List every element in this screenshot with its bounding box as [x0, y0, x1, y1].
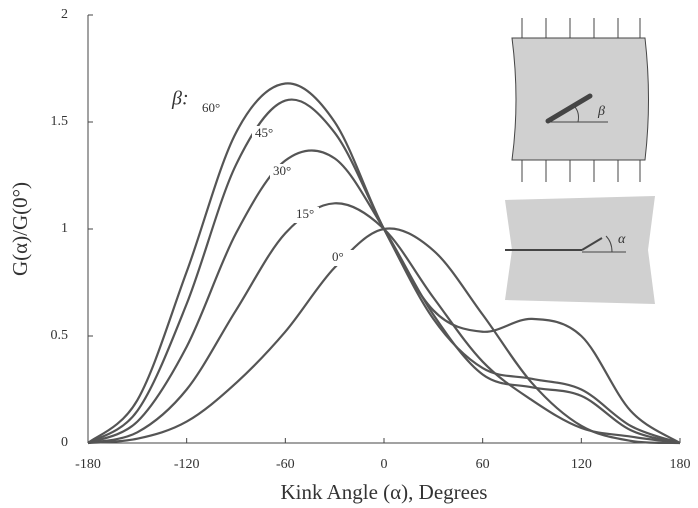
label-backing	[252, 126, 278, 142]
x-tick-label: -60	[276, 457, 295, 472]
label-backing	[270, 164, 296, 180]
inset-alpha: α	[618, 232, 626, 247]
y-tick-label: 1	[61, 221, 68, 236]
curve	[87, 149, 681, 445]
inset-kinked-crack	[505, 196, 655, 304]
curve-label: 45°	[255, 125, 273, 140]
beta-label: β:	[171, 88, 189, 110]
y-axis-title: G(α)/G(0°)	[8, 182, 32, 276]
curve-label: 0°	[332, 249, 344, 264]
curve-label: 15°	[296, 206, 314, 221]
x-tick-label: -180	[75, 457, 101, 472]
x-tick-label: -120	[174, 457, 200, 472]
inset-beta: β	[597, 104, 605, 119]
y-tick-label: 1.5	[51, 114, 69, 129]
x-tick-label: 120	[571, 457, 592, 472]
inset-tension-plate	[511, 18, 649, 182]
y-tick-label: 2	[61, 7, 68, 22]
x-tick-label: 60	[476, 457, 490, 472]
label-backing	[199, 101, 225, 117]
y-tick-label: 0.5	[51, 328, 69, 343]
curve	[87, 82, 681, 444]
curve-label: 30°	[273, 163, 291, 178]
curve-label: 60°	[202, 100, 220, 115]
label-backing	[329, 250, 355, 266]
x-axis-title: Kink Angle (α), Degrees	[281, 480, 488, 504]
x-tick-label: 180	[670, 457, 691, 472]
x-tick-label: 0	[381, 457, 388, 472]
label-backing	[293, 207, 319, 223]
y-tick-label: 0	[61, 435, 68, 450]
